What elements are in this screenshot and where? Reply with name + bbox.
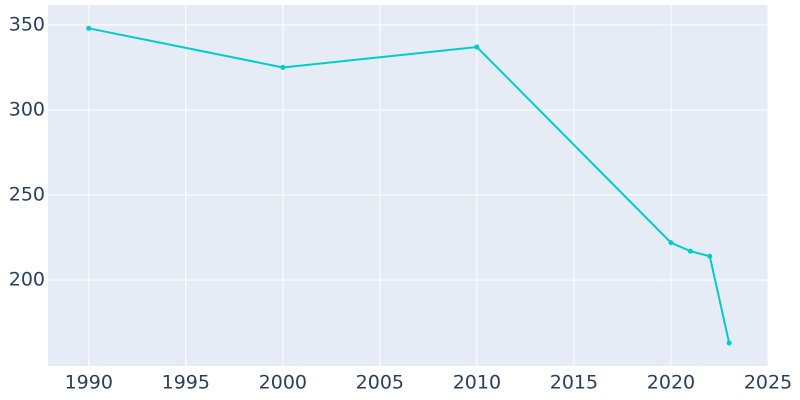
point [726, 340, 732, 346]
point [668, 240, 674, 246]
x-tick-label: 2010 [453, 372, 501, 394]
point [280, 64, 286, 70]
x-tick-label: 2000 [259, 372, 307, 394]
point [707, 253, 713, 259]
y-tick-label: 200 [9, 269, 45, 291]
x-tick-label: 2020 [647, 372, 695, 394]
y-tick-label: 300 [9, 98, 45, 120]
x-tick-label: 1990 [65, 372, 113, 394]
x-tick-label: 1995 [162, 372, 210, 394]
plot-area [48, 5, 768, 366]
y-tick-label: 350 [9, 13, 45, 35]
point [474, 44, 480, 50]
point [687, 248, 693, 254]
point [86, 25, 92, 31]
x-tick-label: 2025 [744, 372, 792, 394]
y-tick-label: 250 [9, 184, 45, 206]
x-tick-label: 2005 [356, 372, 404, 394]
x-tick-label: 2015 [550, 372, 598, 394]
